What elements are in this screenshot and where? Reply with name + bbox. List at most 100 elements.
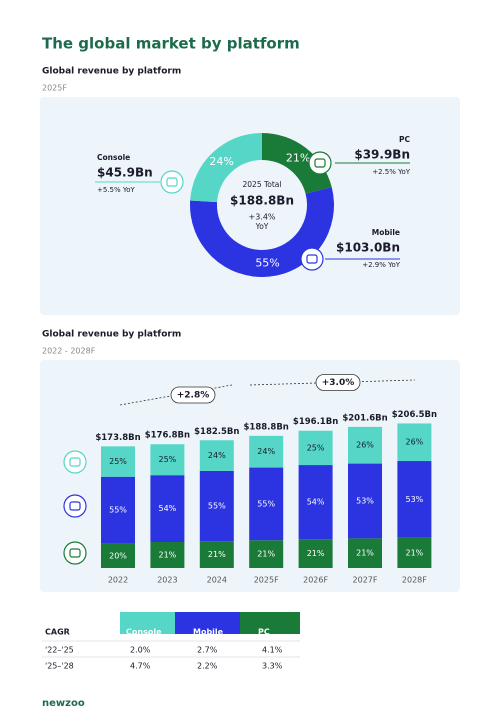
slice-label: 24% [209,155,233,168]
bar-segment [199,470,234,542]
x-tick-label: 2027F [353,576,378,585]
icon [69,501,81,511]
header-cell [175,612,240,634]
revenue-label: $39.9Bn [354,148,410,162]
growth-label: +3.0% [322,378,355,388]
total-label: $176.8Bn [145,431,190,441]
icon [306,254,318,264]
center-value: $188.8Bn [230,194,294,208]
x-tick-label: 2026F [303,576,328,585]
bar-segment [199,440,234,471]
segment-label: 26% [356,441,374,450]
icon [300,247,324,271]
bar-segment [101,476,135,544]
segment-label: 55% [208,502,226,511]
logo: newzoo [42,698,85,709]
bar-segment [397,537,432,568]
bar-segment [397,423,432,462]
icon [69,548,81,558]
total-label: $201.6Bn [342,413,387,423]
center-change: +3.4% [248,213,275,222]
segment-label: 25% [159,455,177,464]
yoy-label: +5.5% YoY [97,186,136,194]
segment-label: 21% [307,549,325,558]
table-cell: 3.3% [262,662,283,671]
table-header: CAGR [45,628,70,637]
header-cell [240,612,300,634]
donut-slice [190,187,334,278]
x-tick-label: 2024 [207,576,227,585]
bar-segment [150,542,185,568]
bar-segment [298,539,333,568]
segment-label: 25% [307,443,325,452]
chart-title: Global revenue by platform [42,67,181,77]
revenue-label: $45.9Bn [97,166,153,180]
segment-label: 21% [208,550,226,559]
segment-label: 54% [307,498,325,507]
growth-pill [170,386,216,404]
legend-name: Console [97,153,130,162]
bar-segment [249,435,284,468]
total-label: $173.8Bn [95,433,140,443]
total-label: $188.8Bn [244,422,289,432]
bar-segment [101,543,135,568]
icon [69,457,81,467]
bar-segment [298,430,333,466]
bar-segment [199,541,234,568]
table-cell: 2.0% [130,646,151,655]
bar-segment [348,538,382,568]
bar-segment [101,446,135,477]
segment-label: 24% [208,451,226,460]
table-cell: 4.1% [262,646,283,655]
table-header: Console [126,628,162,637]
segment-label: 25% [109,457,127,466]
donut-slice [262,133,332,194]
total-label: $182.5Bn [194,427,239,437]
table-header: Mobile [193,628,224,637]
icon [63,541,87,565]
total-label: $206.5Bn [392,410,437,420]
donut-slice [190,133,262,203]
segment-label: 53% [356,496,374,505]
yoy-label: +2.9% YoY [362,261,401,269]
center-label: 2025 Total [243,180,282,189]
center-change-label: YoY [255,222,269,231]
bar-segment [249,467,284,541]
table-cell: '22–'25 [45,646,74,655]
table-cell: 2.7% [197,646,218,655]
growth-arrow [249,379,416,386]
icon [160,170,184,194]
bar-segment [348,426,382,464]
x-tick-label: 2028F [402,576,427,585]
chart-title: Global revenue by platform [42,330,181,340]
yoy-label: +2.5% YoY [372,168,411,176]
bar-segment [249,540,284,568]
segment-label: 20% [109,551,127,560]
x-tick-label: 2025F [254,576,279,585]
segment-label: 55% [109,506,127,515]
segment-label: 21% [257,550,275,559]
x-tick-label: 2022 [108,576,128,585]
table-cell: 2.2% [197,662,218,671]
table-cell: '25–'28 [45,662,74,671]
chart-subtitle: 2025F [42,84,67,93]
segment-label: 21% [406,548,424,557]
bar-segment [150,444,185,476]
table-header: PC [258,628,270,637]
bar-segment [397,461,432,538]
segment-label: 54% [159,504,177,513]
growth-pill [315,374,361,391]
panel [40,97,460,315]
segment-label: 21% [159,551,177,560]
legend-name: Mobile [372,228,400,237]
icon [166,177,178,187]
revenue-label: $103.0Bn [336,241,400,255]
header-cell [120,612,175,634]
legend-name: PC [399,135,410,144]
bar-segment [298,465,333,540]
segment-label: 24% [257,447,275,456]
slice-label: 55% [255,257,279,270]
table-cell: 4.7% [130,662,151,671]
bar-segment [150,475,185,543]
